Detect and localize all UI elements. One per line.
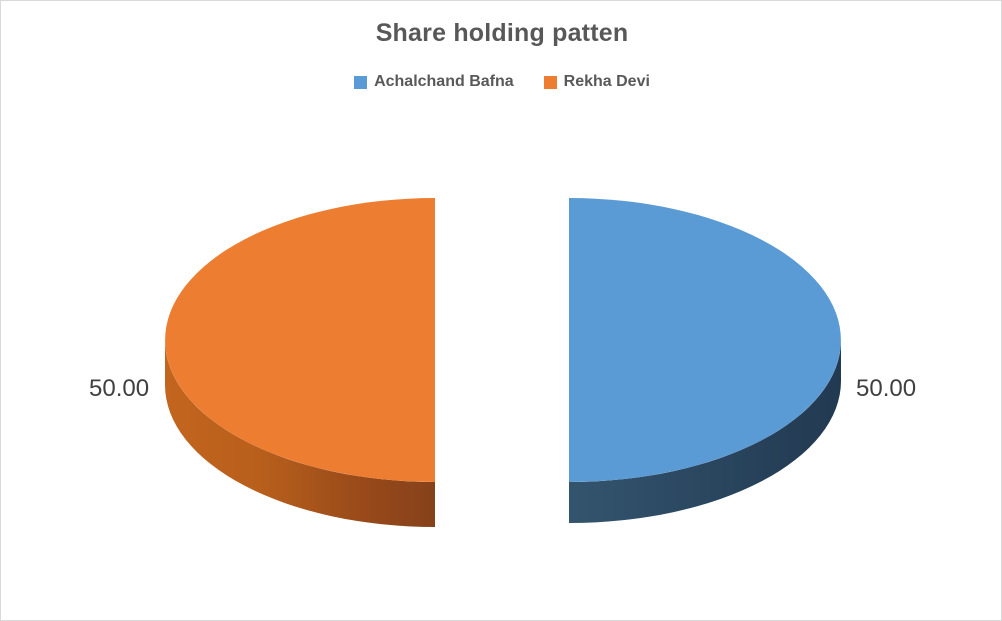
chart-legend: Achalchand Bafna Rekha Devi [1,73,1001,91]
data-label-rekha-devi: 50.00 [89,375,150,402]
pie-slice-rekha-devi[interactable] [165,198,435,527]
pie-slice-achalchand-bafna-side-wall [569,340,841,523]
legend-item-label: Rekha Devi [563,73,650,90]
pie-slice-achalchand-bafna-top-face [569,198,841,482]
legend-swatch-icon-orange [543,75,557,89]
pie-slice-rekha-devi-side-wall [165,340,435,527]
data-label-achalchand-bafna: 50.00 [856,375,917,402]
legend-item-achalchand-bafna[interactable]: Achalchand Bafna [354,73,514,91]
legend-swatch-icon-blue [354,75,368,89]
pie-slice-achalchand-bafna[interactable] [569,198,841,523]
legend-item-rekha-devi[interactable]: Rekha Devi [543,73,650,91]
legend-item-label: Achalchand Bafna [374,73,514,90]
chart-title: Share holding patten [375,19,629,47]
pie-slice-rekha-devi-top-face [165,198,435,482]
